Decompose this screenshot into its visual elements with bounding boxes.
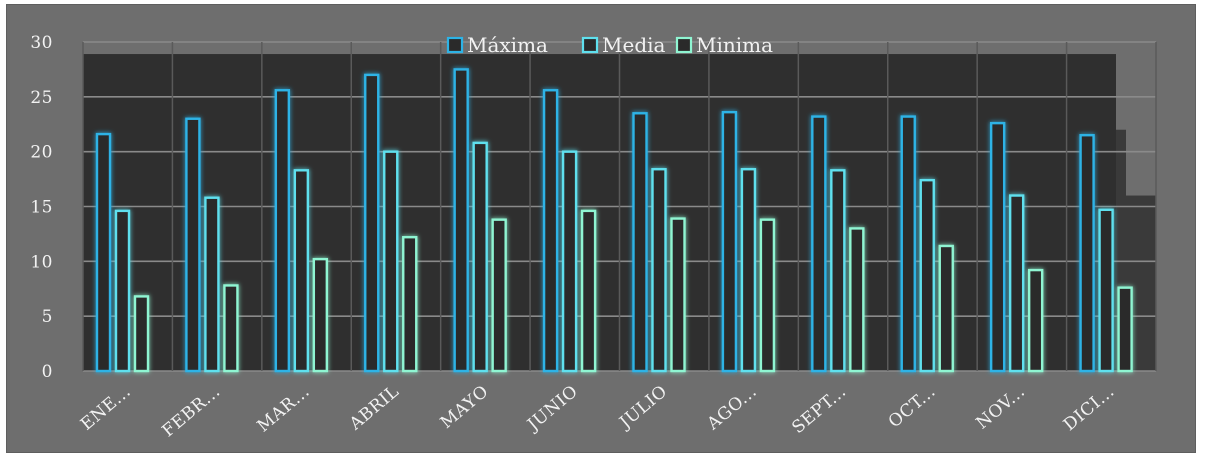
bar-minima-8 (849, 227, 865, 373)
legend-label-0: Máxima (467, 33, 548, 57)
bar-minima-9 (938, 244, 954, 373)
bar-media-8 (830, 169, 846, 373)
bar-máxima-4 (453, 68, 469, 373)
bar-media-4 (472, 141, 488, 373)
legend-label-1: Media (602, 33, 666, 57)
bar-máxima-6 (632, 112, 648, 373)
bar-minima-5 (580, 209, 597, 373)
backdrop-step-1 (1116, 129, 1126, 371)
x-tick-label-5: JUNIO (522, 382, 582, 437)
x-tick-label-6: JULIO (614, 382, 671, 434)
y-tick-label-2: 10 (30, 252, 53, 272)
y-tick-label-0: 0 (42, 362, 53, 382)
bar-máxima-5 (542, 89, 559, 373)
legend-swatch-2 (675, 36, 693, 54)
bar-media-1 (204, 196, 220, 373)
x-tick-label-1: FEBR... (158, 382, 224, 442)
bar-media-6 (651, 168, 667, 373)
bar-máxima-2 (274, 89, 291, 373)
y-tick-label-3: 15 (30, 198, 53, 218)
bar-minima-11 (1117, 286, 1133, 373)
x-tick-label-7: AGO... (703, 382, 761, 435)
bar-máxima-1 (185, 117, 201, 373)
legend-swatch-1 (581, 36, 599, 54)
bar-minima-1 (223, 284, 239, 373)
bar-media-10 (1008, 194, 1025, 373)
bar-media-2 (293, 169, 310, 373)
bar-minima-3 (402, 236, 418, 373)
bar-máxima-3 (364, 73, 380, 373)
bar-minima-0 (133, 295, 150, 373)
bar-minima-6 (670, 217, 686, 373)
bar-máxima-7 (721, 110, 738, 373)
x-axis-ticks: ENE... FEBR... MAR... ABRIL MAYO JUNIO JULIO AG… (77, 382, 1119, 442)
x-tick-label-9: OCT... (885, 382, 940, 433)
x-tick-label-4: MAYO (437, 382, 493, 433)
bar-media-5 (561, 150, 578, 373)
y-tick-label-4: 20 (30, 143, 53, 163)
bar-minima-4 (491, 218, 507, 373)
bar-chart: 0 5 10 15 20 25 30 ENE... FEBR... MAR... ABRIL MAY… (30, 33, 1157, 442)
x-tick-label-0: ENE... (77, 382, 135, 435)
y-tick-label-6: 30 (30, 33, 53, 53)
bars (95, 68, 1133, 373)
bar-minima-2 (312, 257, 329, 373)
gridlines (82, 41, 1157, 372)
legend-label-2: Minima (696, 33, 773, 57)
bar-media-7 (740, 168, 757, 373)
x-tick-label-11: DICI... (1060, 382, 1119, 436)
x-tick-label-8: SEPT... (788, 382, 850, 438)
y-axis-ticks: 0 5 10 15 20 25 30 (30, 33, 53, 382)
legend-swatch-0 (446, 36, 464, 54)
legend: Máxima Media Minima (446, 33, 773, 57)
bar-media-9 (919, 178, 935, 373)
x-tick-label-2: MAR... (254, 382, 314, 437)
plot-backdrop (83, 54, 1156, 372)
bar-media-3 (383, 150, 399, 373)
bar-minima-10 (1027, 268, 1044, 373)
y-tick-label-1: 5 (42, 307, 53, 327)
bar-máxima-0 (95, 132, 112, 373)
bar-máxima-10 (989, 121, 1006, 373)
x-tick-label-3: ABRIL (345, 382, 403, 435)
y-tick-label-5: 25 (30, 88, 53, 108)
bar-máxima-9 (900, 115, 916, 373)
bar-minima-7 (759, 218, 776, 373)
bar-media-0 (114, 209, 131, 373)
chart-frame: 0 5 10 15 20 25 30 ENE... FEBR... MAR... ABRIL MAY… (6, 4, 1196, 453)
x-tick-label-10: NOV... (973, 382, 1030, 434)
bar-máxima-8 (811, 115, 827, 373)
bar-media-11 (1098, 208, 1114, 373)
bar-máxima-11 (1079, 134, 1095, 373)
